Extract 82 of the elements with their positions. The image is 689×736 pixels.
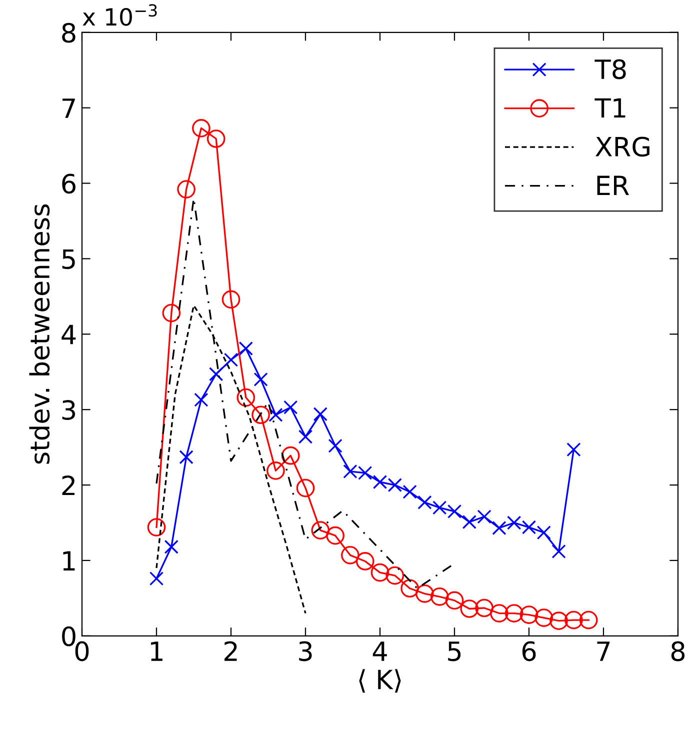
y-tick-label: 2 — [62, 475, 74, 496]
legend-label: ER — [597, 176, 629, 196]
point — [462, 514, 476, 530]
point — [209, 367, 224, 382]
point — [447, 504, 462, 519]
point — [281, 446, 300, 465]
point — [296, 478, 315, 498]
x-tick-label: 7 — [597, 642, 610, 661]
point — [356, 552, 374, 570]
point — [177, 180, 196, 198]
y-tick-label: 5 — [62, 249, 75, 270]
point — [179, 450, 194, 464]
y-tick-label: 1 — [63, 551, 75, 570]
x-tick-label: 2 — [224, 641, 237, 661]
point — [579, 610, 598, 630]
point — [164, 540, 178, 554]
point — [326, 526, 344, 545]
y-tick-label: 4 — [62, 324, 76, 344]
point — [268, 408, 283, 422]
y-tick-label: 8 — [62, 22, 76, 43]
y-tick-label: 3 — [62, 400, 76, 420]
point — [432, 500, 447, 515]
point — [162, 304, 181, 322]
point — [460, 600, 479, 618]
x-tick-label: 1 — [150, 642, 162, 661]
point — [534, 608, 554, 627]
point — [222, 290, 240, 309]
point — [206, 130, 226, 148]
point — [400, 579, 419, 598]
point — [490, 604, 508, 622]
point — [520, 606, 538, 624]
point — [506, 516, 522, 530]
point — [492, 520, 506, 536]
x-axis-title: ⟨ K⟩ — [359, 669, 401, 693]
point — [445, 591, 464, 610]
point — [370, 563, 390, 582]
x-tick-label: 3 — [299, 641, 312, 662]
point — [238, 341, 253, 356]
point — [192, 119, 210, 138]
x-tick-label: 0 — [75, 641, 89, 662]
point — [386, 566, 404, 585]
text: x 10$^{−3}$ — [82, 4, 157, 26]
point — [402, 484, 417, 499]
legend-label: T8 — [594, 59, 626, 80]
point — [477, 510, 492, 524]
point — [504, 604, 524, 622]
point — [341, 546, 360, 564]
point — [194, 392, 208, 407]
x-tick-label: 8 — [671, 641, 685, 662]
legend-label: T1 — [594, 98, 626, 118]
x-tick-label: 6 — [522, 641, 536, 662]
legend-label: XRG — [596, 136, 650, 157]
point — [372, 474, 388, 490]
point — [522, 520, 536, 534]
point — [266, 462, 285, 480]
point — [328, 438, 342, 453]
point — [550, 612, 568, 630]
point — [284, 400, 298, 414]
point — [298, 430, 313, 444]
point — [224, 352, 238, 367]
x-tick-label: 4 — [372, 642, 387, 661]
point — [416, 584, 434, 603]
point — [252, 406, 270, 424]
point — [536, 525, 551, 540]
point — [311, 521, 330, 540]
point — [236, 388, 256, 407]
point — [149, 571, 164, 586]
point — [564, 610, 583, 630]
point — [418, 495, 432, 510]
point — [254, 372, 268, 386]
point — [552, 544, 566, 558]
point — [475, 598, 494, 618]
point — [430, 588, 449, 606]
y-axis-title: stdev. betweenness — [29, 204, 50, 464]
point — [147, 518, 166, 536]
point — [313, 407, 328, 422]
y-tick-label: 0 — [62, 626, 76, 646]
point — [388, 478, 402, 492]
point — [566, 442, 581, 457]
x-tick-label: 5 — [448, 642, 461, 662]
y-tick-label: 7 — [62, 98, 75, 118]
y-tick-label: 6 — [62, 174, 76, 194]
